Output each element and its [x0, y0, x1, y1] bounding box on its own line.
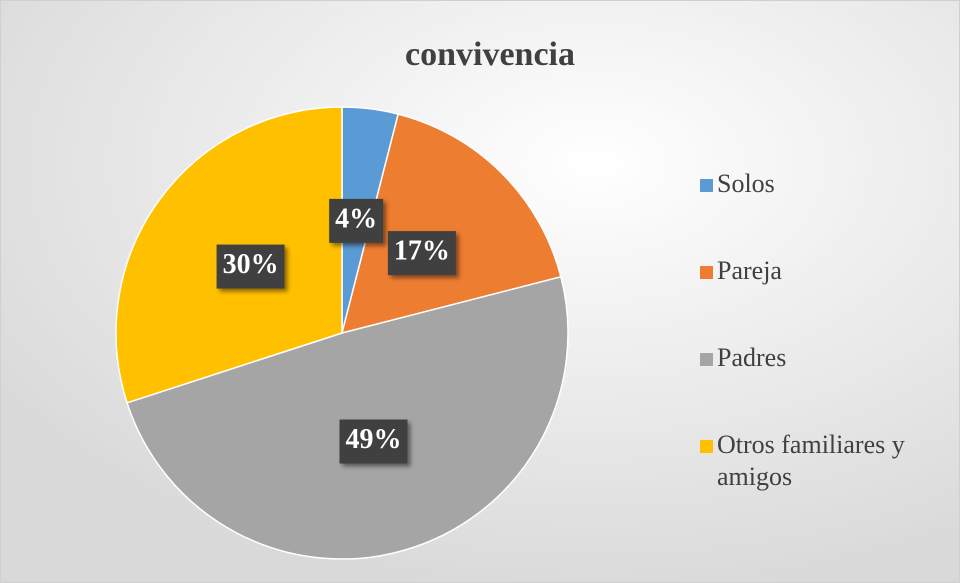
legend-item: Otros familiares y amigos	[700, 429, 955, 516]
legend-swatch	[700, 179, 713, 192]
legend-label: Padres	[717, 343, 787, 372]
pie-slice	[340, 113, 562, 335]
data-label-text: 49%	[346, 424, 402, 455]
legend-swatch	[700, 440, 713, 453]
legend-item: Padres	[700, 342, 955, 429]
data-label-box	[387, 231, 456, 276]
data-label: 49%	[339, 419, 408, 464]
data-label: 4%	[329, 198, 384, 243]
pie-slice	[126, 275, 569, 560]
data-label-text: 30%	[223, 249, 279, 280]
legend-label: Solos	[717, 169, 775, 198]
chart-title: convivencia	[405, 36, 575, 73]
legend: Solos Pareja Padres Otros familiares y amig…	[700, 168, 955, 516]
data-label-box	[216, 244, 285, 289]
legend-label: Otros familiares y amigos	[717, 430, 905, 491]
data-label-box	[339, 419, 408, 464]
data-label-text: 17%	[394, 236, 450, 267]
data-label: 17%	[387, 231, 456, 276]
legend-item: Pareja	[700, 255, 955, 342]
legend-swatch	[700, 353, 713, 366]
legend-label: Pareja	[717, 256, 782, 285]
legend-item: Solos	[700, 168, 955, 255]
data-label: 30%	[216, 244, 285, 289]
data-label-box	[329, 198, 384, 243]
data-label-text: 4%	[335, 203, 377, 234]
legend-swatch	[700, 266, 713, 279]
